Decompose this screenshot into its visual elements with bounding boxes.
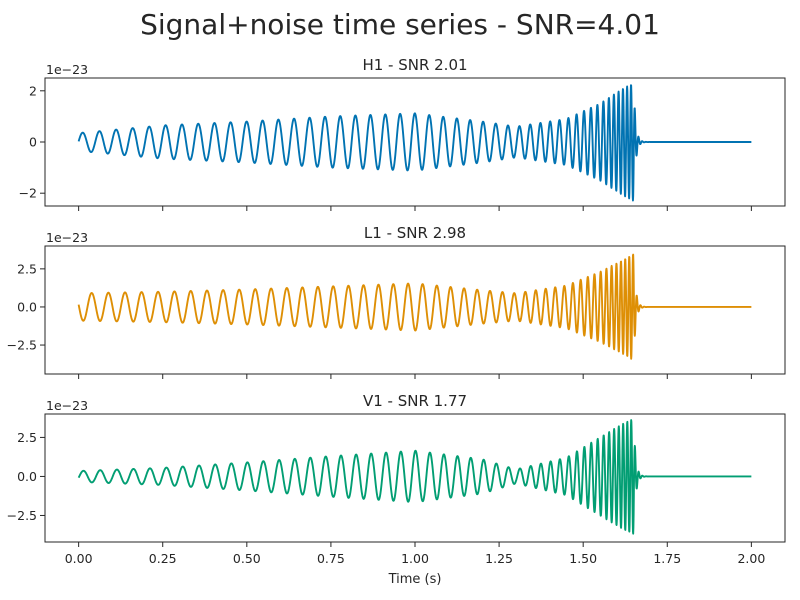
x-tick-label: 1.50: [569, 551, 597, 566]
y-tick-label-h1: −2: [19, 186, 37, 201]
x-tick-label: 1.75: [653, 551, 681, 566]
panel-title-h1: H1 - SNR 2.01: [362, 56, 467, 74]
x-tick-label: 0.00: [65, 551, 93, 566]
panel-title-l1: L1 - SNR 2.98: [364, 224, 466, 242]
offset-label-h1: 1e−23: [46, 62, 88, 77]
panel-h1: H1 - SNR 2.01 1e−23 −2 0 2: [19, 56, 786, 211]
axes-frame-v1: [44, 413, 786, 543]
x-tick-label: 0.75: [317, 551, 345, 566]
series-line-h1: [77, 84, 753, 202]
panel-v1: V1 - SNR 1.77 1e−23 Time (s) 0.00 0.25 0.5…: [7, 392, 786, 587]
panel-l1: L1 - SNR 2.98 1e−23 −2.5 0.0 2.5: [7, 224, 786, 379]
panel-title-v1: V1 - SNR 1.77: [363, 392, 467, 410]
y-tick-label-l1: 0.0: [17, 299, 37, 314]
offset-label-v1: 1e−23: [46, 398, 88, 413]
y-tick-label-v1: 0.0: [17, 469, 37, 484]
x-tick-label: 2.00: [737, 551, 765, 566]
axes-frame-l1: [44, 245, 786, 375]
x-tick-label: 0.25: [149, 551, 177, 566]
x-tick-label: 0.50: [233, 551, 261, 566]
x-tick-label: 1.25: [485, 551, 513, 566]
y-tick-label-h1: 2: [29, 83, 37, 98]
y-tick-label-l1: 2.5: [17, 261, 37, 276]
y-tick-label-l1: −2.5: [7, 338, 37, 353]
y-tick-label-h1: 0: [29, 135, 37, 150]
y-tick-label-v1: 2.5: [17, 430, 37, 445]
offset-label-l1: 1e−23: [46, 230, 88, 245]
figure-title: Signal+noise time series - SNR=4.01: [140, 8, 660, 41]
x-axis-label: Time (s): [388, 572, 442, 587]
series-line-l1: [77, 253, 753, 360]
x-tick-label: 1.00: [401, 551, 429, 566]
y-tick-label-v1: −2.5: [7, 508, 37, 523]
series-line-v1: [77, 419, 753, 535]
